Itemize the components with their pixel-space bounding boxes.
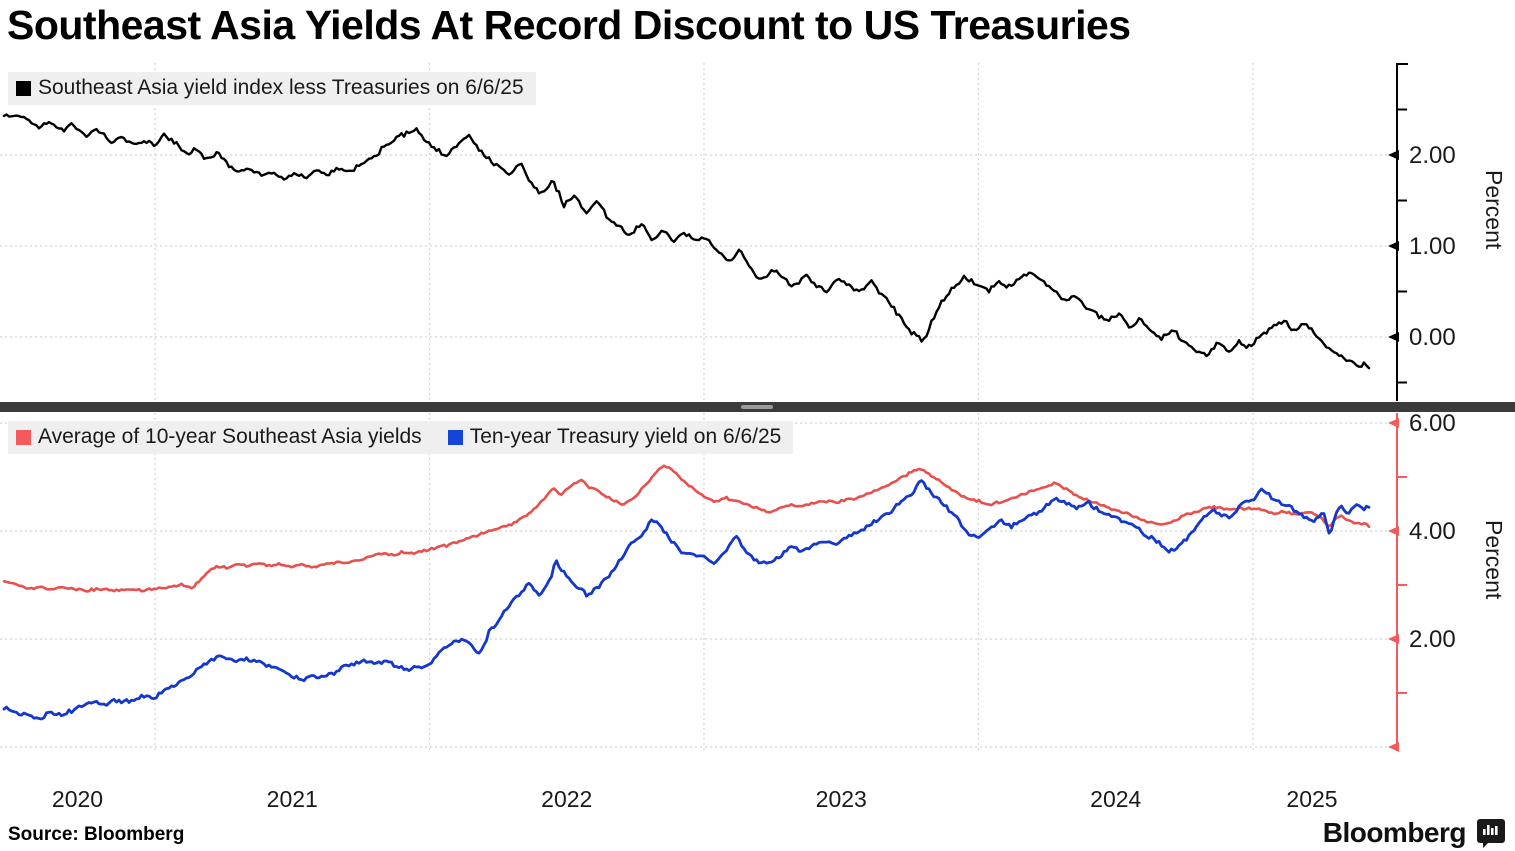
page-title: Southeast Asia Yields At Record Discount… — [7, 2, 1131, 48]
source-credit: Source: Bloomberg — [8, 824, 185, 845]
bottom-tick-label: 2.00 — [1409, 626, 1456, 653]
bottom-legend: Average of 10-year Southeast Asia yields… — [8, 421, 794, 454]
top-tick-label: 2.00 — [1409, 142, 1456, 169]
top-tick-label: 0.00 — [1409, 324, 1456, 351]
legend-label-sea-yields: Average of 10-year Southeast Asia yields — [38, 425, 422, 448]
legend-entry-spread[interactable]: Southeast Asia yield index less Treasuri… — [16, 76, 524, 100]
bloomberg-brand: Bloomberg — [1323, 817, 1507, 849]
bottom-axis-title: Percent — [1481, 520, 1507, 600]
year-label-2025: 2025 — [1286, 786, 1338, 812]
legend-entry-sea-yields[interactable]: Average of 10-year Southeast Asia yields — [16, 425, 422, 449]
bottom-tick-label: 6.00 — [1409, 410, 1456, 437]
major-tick-arrow-icon — [1388, 332, 1399, 342]
major-tick-arrow-icon — [1388, 150, 1399, 160]
major-tick-arrow-icon — [1388, 241, 1399, 251]
axis-end-arrow-icon — [1388, 742, 1399, 752]
red-series-swatch-icon — [16, 429, 31, 445]
bloomberg-wordmark: Bloomberg — [1322, 817, 1467, 848]
year-label-2023: 2023 — [815, 786, 867, 812]
major-tick-arrow-icon — [1388, 634, 1399, 644]
legend-label-spread: Southeast Asia yield index less Treasuri… — [38, 76, 524, 99]
year-label-2024: 2024 — [1090, 786, 1142, 812]
treasury-series-line — [2, 479, 1371, 721]
legend-label-treasury: Ten-year Treasury yield on 6/6/25 — [469, 425, 782, 448]
blue-series-swatch-icon — [447, 429, 463, 445]
bloomberg-bubble-icon — [1477, 819, 1505, 848]
bottom-tick-label: 4.00 — [1409, 518, 1456, 545]
year-label-2020: 2020 — [51, 786, 104, 812]
major-tick-arrow-icon — [1388, 418, 1399, 428]
legend-entry-treasury[interactable]: Ten-year Treasury yield on 6/6/25 — [447, 425, 782, 449]
panel-separator-handle[interactable] — [741, 405, 773, 409]
year-label-2021: 2021 — [266, 786, 318, 812]
year-label-2022: 2022 — [541, 786, 593, 812]
black-series-swatch-icon — [16, 80, 31, 96]
top-legend: Southeast Asia yield index less Treasuri… — [8, 72, 536, 105]
spread-series-line — [2, 113, 1371, 370]
top-tick-label: 1.00 — [1409, 233, 1456, 260]
top-axis-title: Percent — [1481, 170, 1507, 250]
major-tick-arrow-icon — [1388, 526, 1399, 536]
sea-yields-series-line — [2, 464, 1371, 593]
